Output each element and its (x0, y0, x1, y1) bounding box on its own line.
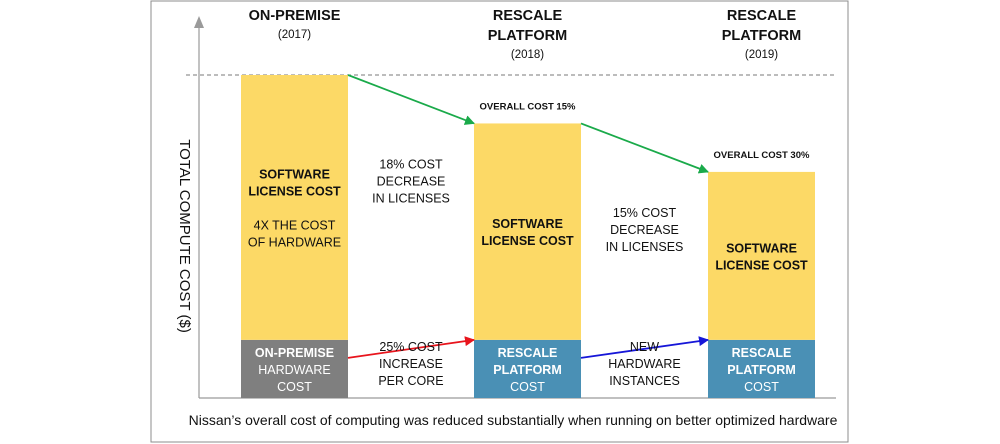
annotation-text-3-1: HARDWARE (608, 357, 680, 371)
bar-software-1 (474, 123, 581, 340)
category-title-1-1: PLATFORM (488, 28, 567, 44)
arrow-hardware-3 (580, 336, 709, 359)
bar-hardware-label-2-1: PLATFORM (727, 363, 796, 377)
category-title-0-0: ON-PREMISE (249, 8, 341, 24)
annotation-text-0-2: IN LICENSES (372, 191, 450, 205)
category-title-2-0: RESCALE (727, 8, 797, 24)
bar-software-label-2-1: LICENSE COST (715, 258, 808, 272)
bar-software-2 (708, 171, 815, 340)
bars-layer (241, 75, 815, 398)
annotation-text-1-1: DECREASE (610, 223, 679, 237)
bar-software-label-0-1: LICENSE COST (248, 184, 341, 198)
arrow-top-1 (580, 122, 709, 174)
y-axis-label: TOTAL COMPUTE COST ($) (176, 139, 193, 333)
bar-software-0 (241, 75, 348, 340)
y-axis-arrowhead (194, 16, 204, 28)
bar-hardware-label-2-0: RESCALE (732, 346, 792, 360)
annotation-text-1-0: 15% COST (613, 206, 677, 220)
bar-hardware-1 (474, 339, 581, 398)
arrow-top-0 (347, 74, 475, 125)
annotation-text-2-0: 25% COST (379, 340, 443, 354)
bar-software-label-0-3: 4X THE COST (254, 218, 336, 232)
labels-layer: ON-PREMISE HARDWARE COST SOFTWARE LICENSE CO… (248, 8, 810, 394)
category-title-1-0: RESCALE (493, 8, 563, 24)
bar-hardware-label-0-2: COST (277, 380, 312, 394)
bar-hardware-0 (241, 339, 348, 398)
bar-software-label-0-0: SOFTWARE (259, 167, 330, 181)
category-year-0: (2017) (278, 29, 311, 41)
annotation-text-3-2: INSTANCES (609, 374, 680, 388)
bar-software-label-0-4: OF HARDWARE (248, 235, 341, 249)
bar-hardware-2 (708, 339, 815, 398)
annotation-text-1-2: IN LICENSES (606, 240, 684, 254)
annotation-text-3-0: NEW (630, 340, 659, 354)
bar-hardware-label-0-0: ON-PREMISE (255, 346, 334, 360)
annotation-text-0-0: 18% COST (379, 157, 443, 171)
total-label-2: OVERALL COST 30% (714, 150, 810, 161)
bar-software-label-1-1: LICENSE COST (481, 234, 574, 248)
bar-hardware-label-0-1: HARDWARE (258, 363, 330, 377)
arrow-hardware-2 (347, 336, 475, 359)
category-year-2: (2019) (745, 49, 778, 61)
total-label-1: OVERALL COST 15% (480, 101, 576, 112)
annotation-text-0-1: DECREASE (377, 174, 446, 188)
bar-hardware-label-1-1: PLATFORM (493, 363, 562, 377)
bar-hardware-label-1-0: RESCALE (498, 346, 558, 360)
category-year-1: (2018) (511, 49, 544, 61)
bar-software-label-2-0: SOFTWARE (726, 241, 797, 255)
annotation-text-2-2: PER CORE (378, 374, 443, 388)
bar-hardware-label-2-2: COST (744, 380, 779, 394)
category-title-2-1: PLATFORM (722, 28, 801, 44)
arrows-layer (347, 74, 709, 359)
bar-software-label-1-0: SOFTWARE (492, 217, 563, 231)
bar-hardware-label-1-2: COST (510, 380, 545, 394)
chart-caption: Nissan’s overall cost of computing was r… (189, 412, 838, 428)
annotation-text-2-1: INCREASE (379, 357, 443, 371)
